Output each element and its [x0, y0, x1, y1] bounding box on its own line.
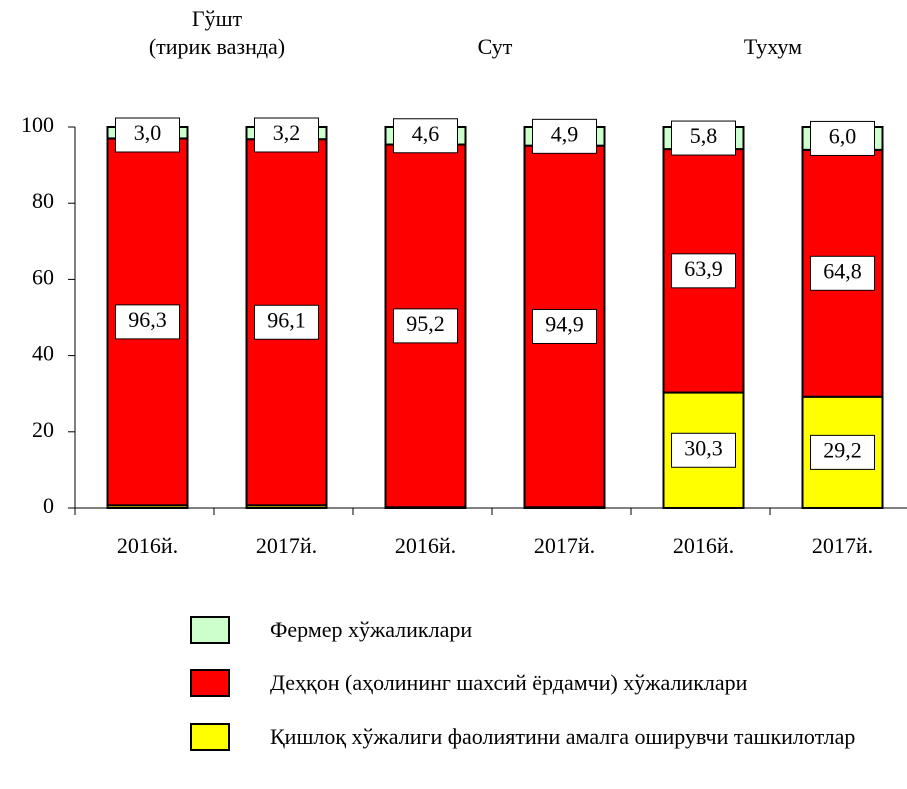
y-tick-label: 80 [32, 188, 54, 213]
group-label: Тухум [743, 34, 803, 59]
value-label-box [393, 308, 458, 344]
value-label: 63,9 [684, 256, 723, 281]
value-label: 3,0 [134, 120, 162, 145]
y-tick-label: 60 [32, 264, 54, 289]
value-label: 4,9 [551, 121, 579, 146]
value-label-box [671, 432, 736, 468]
x-tick-label: 2017й. [256, 533, 317, 558]
value-label-box [810, 434, 875, 470]
value-label: 96,1 [267, 307, 306, 332]
y-tick-label: 40 [32, 341, 54, 366]
value-label-box [810, 120, 875, 156]
y-tick-label: 20 [32, 417, 54, 442]
value-label-box [810, 255, 875, 291]
value-label: 95,2 [406, 311, 445, 336]
value-label-box [254, 304, 319, 340]
legend-swatch [190, 616, 230, 644]
value-label: 30,3 [684, 435, 723, 460]
value-label: 6,0 [829, 123, 857, 148]
value-label: 4,6 [412, 121, 440, 146]
value-label-box [115, 117, 180, 153]
y-tick-label: 0 [43, 493, 54, 518]
group-label: Гўшт (тирик вазнда) [148, 6, 286, 59]
value-label: 96,3 [128, 307, 167, 332]
x-tick-label: 2016й. [117, 533, 178, 558]
value-label-box [671, 120, 736, 156]
value-label-box [532, 118, 597, 154]
group-label: Сут [477, 34, 513, 59]
legend-label: Қишлоқ хўжалиги фаолиятини амалга оширув… [270, 724, 856, 749]
value-label-box [393, 118, 458, 154]
x-tick-label: 2017й. [534, 533, 595, 558]
legend-swatch [190, 723, 230, 751]
value-label: 3,2 [273, 120, 301, 145]
legend-label: Фермер хўжаликлари [270, 617, 473, 642]
value-label: 94,9 [545, 312, 584, 337]
legend-label: Деҳқон (аҳолининг шахсий ёрдамчи) хўжали… [270, 670, 748, 695]
legend-swatch [190, 669, 230, 697]
value-label-box [671, 253, 736, 289]
x-tick-label: 2016й. [673, 533, 734, 558]
value-label-box [532, 308, 597, 344]
value-label: 29,2 [823, 437, 862, 462]
value-label: 5,8 [690, 123, 718, 148]
value-label: 64,8 [823, 258, 862, 283]
x-tick-label: 2016й. [395, 533, 456, 558]
x-tick-label: 2017й. [812, 533, 873, 558]
value-label-box [115, 304, 180, 340]
y-tick-label: 100 [21, 112, 54, 137]
value-label-box [254, 117, 319, 153]
